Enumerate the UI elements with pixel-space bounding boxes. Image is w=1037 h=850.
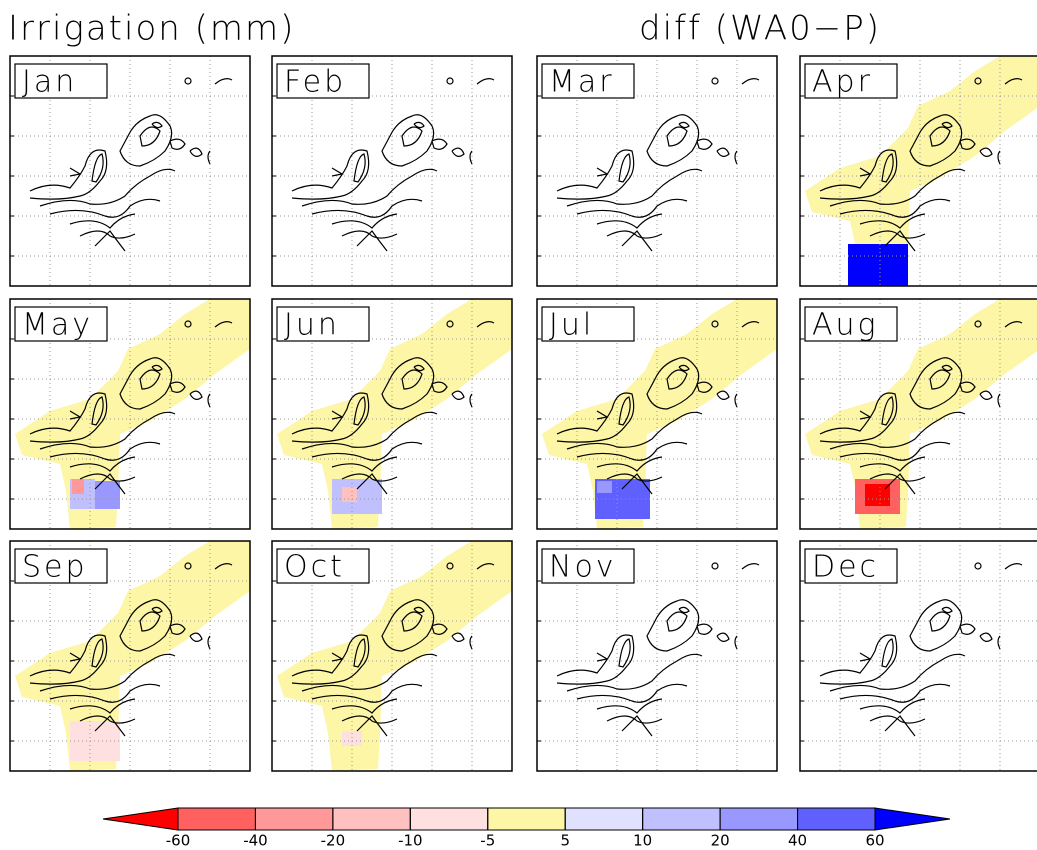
month-label: Feb	[284, 65, 346, 100]
contours	[556, 77, 760, 252]
panel-frame	[9, 55, 251, 287]
month-label: Mar	[549, 65, 615, 100]
month-label: Sep	[22, 550, 88, 585]
colorbar-box	[332, 807, 411, 831]
shaded-region	[15, 299, 250, 529]
month-label: Jul	[549, 308, 594, 343]
map-area	[10, 541, 250, 771]
colorbar-box	[254, 807, 334, 831]
shaded-cell	[848, 244, 908, 286]
colorbar-box	[719, 807, 799, 831]
panel-frame	[9, 540, 251, 772]
month-label: Nov	[549, 550, 617, 585]
shaded-region	[15, 541, 250, 771]
contours	[291, 77, 495, 252]
contours	[819, 562, 1023, 737]
month-label: May	[22, 308, 93, 343]
colorbar-tick-label: -10	[398, 832, 423, 850]
month-label: Jun	[284, 308, 340, 343]
map-panel: Jul	[536, 298, 778, 530]
map-area	[537, 299, 777, 529]
map-panel: Aug	[799, 298, 1037, 530]
colorbar-box	[642, 807, 721, 831]
map-panel: Dec	[799, 540, 1037, 772]
map-area	[272, 299, 512, 529]
shaded-cell	[72, 479, 84, 494]
contours	[556, 562, 760, 737]
panel-frame	[799, 298, 1037, 530]
colorbar-tick-label: -5	[480, 832, 495, 850]
label-box	[276, 306, 370, 342]
label-box	[14, 63, 108, 99]
month-label: Apr	[812, 65, 873, 100]
figure-title: Irrigation (mm)	[8, 9, 295, 49]
shaded-cell	[342, 731, 362, 746]
label-box	[541, 63, 635, 99]
month-label: Jan	[22, 65, 77, 100]
label-box	[541, 306, 635, 342]
shaded-region	[277, 299, 512, 529]
panel-frame	[799, 55, 1037, 287]
map-area	[800, 56, 1037, 286]
map-area	[537, 56, 777, 286]
colorbar: -60 -40 -20 -10 -5 5 10 20 40 60	[102, 807, 951, 850]
map-area	[10, 299, 250, 529]
map-panel: Mar	[536, 55, 778, 287]
colorbar-tick-label: -40	[243, 832, 268, 850]
map-panel: Jan	[9, 55, 251, 287]
contours	[29, 77, 233, 252]
panel-frame	[799, 540, 1037, 772]
label-box	[804, 548, 898, 584]
shaded-cell	[597, 481, 612, 493]
month-label: Oct	[284, 550, 345, 585]
map-panel: Oct	[271, 540, 513, 772]
colorbar-extend-low	[102, 807, 179, 831]
colorbar-box	[409, 807, 489, 831]
colorbar-tick-label: 40	[788, 832, 807, 850]
colorbar-box	[487, 807, 566, 831]
colorbar-tick-label: -60	[166, 832, 191, 850]
colorbar-box	[797, 807, 876, 831]
label-box	[541, 548, 635, 584]
colorbar-tick-label: 20	[711, 832, 730, 850]
panel-frame	[271, 540, 513, 772]
colorbar-tick-label: 60	[865, 832, 884, 850]
month-label: Dec	[812, 550, 879, 585]
shaded-region	[542, 299, 777, 529]
panel-frame	[536, 298, 778, 530]
map-panel: May	[9, 298, 251, 530]
label-box	[276, 63, 370, 99]
shaded-cell	[342, 487, 357, 502]
colorbar-extend-high	[874, 807, 951, 831]
label-box	[14, 548, 108, 584]
month-label: Aug	[812, 308, 879, 343]
shaded-region	[805, 56, 1037, 286]
label-box	[804, 306, 898, 342]
map-panel: Jun	[271, 298, 513, 530]
map-area	[800, 299, 1037, 529]
panel-frame	[536, 540, 778, 772]
map-panel: Nov	[536, 540, 778, 772]
colorbar-tick-label: -20	[321, 832, 346, 850]
map-panel: Feb	[271, 55, 513, 287]
panel-frame	[9, 298, 251, 530]
colorbar-tick-label: 10	[633, 832, 652, 850]
label-box	[804, 63, 898, 99]
label-box	[14, 306, 108, 342]
map-panel: Apr	[799, 55, 1037, 287]
panel-frame	[536, 55, 778, 287]
colorbar-box	[564, 807, 644, 831]
label-box	[276, 548, 370, 584]
panel-frame	[271, 298, 513, 530]
panel-frame	[271, 55, 513, 287]
map-panel: Sep	[9, 540, 251, 772]
map-area	[10, 56, 250, 286]
figure-subtitle: diff (WA0−P)	[639, 9, 881, 49]
shaded-cell	[865, 484, 890, 506]
shaded-region	[277, 541, 512, 771]
shaded-region	[805, 299, 1037, 529]
colorbar-tick-label: 5	[560, 832, 570, 850]
colorbar-box	[177, 807, 256, 831]
